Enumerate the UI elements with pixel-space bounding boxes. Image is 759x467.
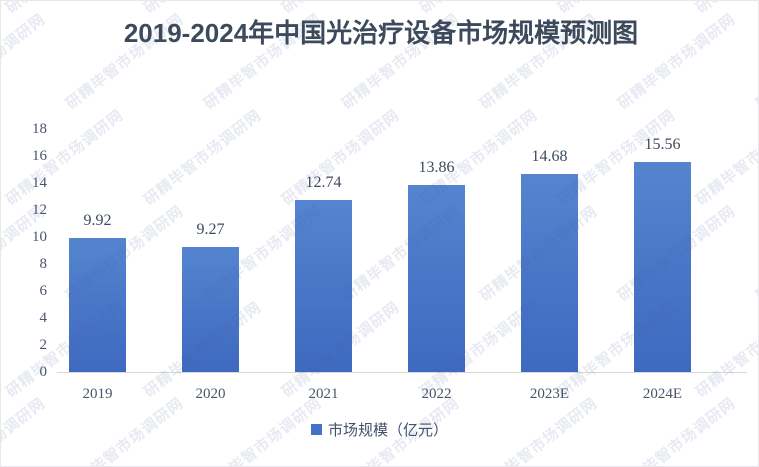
chart-legend: 市场规模（亿元） — [1, 419, 758, 440]
y-axis-tick-8: 8 — [39, 256, 48, 272]
x-axis-tick-2019: 2019 — [82, 386, 113, 402]
chart-title: 2019-2024年中国光治疗设备市场规模预测图 — [123, 18, 639, 48]
legend-swatch-icon — [310, 424, 322, 435]
bar-2020 — [182, 246, 239, 372]
bar-value-label-2020: 9.27 — [196, 220, 225, 238]
x-axis-line — [57, 372, 747, 373]
bar-value-label-2021: 12.74 — [305, 174, 342, 191]
bar-2024E — [634, 161, 691, 372]
y-axis-tick-6: 6 — [39, 283, 48, 299]
y-axis: 18 16 14 12 10 8 6 4 2 0 — [1, 1, 48, 466]
x-axis-tick-2023E: 2023E — [529, 386, 570, 402]
x-axis-tick-2021: 2021 — [308, 386, 339, 402]
y-axis-tick-10: 10 — [32, 229, 47, 245]
bar-2023E — [521, 173, 578, 372]
y-axis-tick-16: 16 — [32, 148, 47, 164]
y-axis-tick-4: 4 — [39, 310, 48, 326]
bar-2021 — [295, 200, 352, 372]
bar-value-label-2024E: 15.56 — [644, 135, 681, 153]
bar-value-label-2019: 9.92 — [83, 212, 112, 230]
x-axis-tick-2022: 2022 — [421, 386, 452, 402]
bar-2019 — [69, 238, 126, 372]
y-axis-tick-18: 18 — [32, 121, 47, 137]
y-axis-tick-12: 12 — [32, 202, 47, 218]
bar-2022 — [408, 184, 465, 372]
x-axis-tick-2020: 2020 — [195, 386, 226, 402]
bar-value-label-2023E: 14.68 — [531, 147, 568, 165]
legend-label: 市场规模（亿元） — [327, 422, 448, 439]
x-axis-tick-2024E: 2024E — [642, 386, 683, 402]
y-axis-tick-14: 14 — [32, 175, 47, 191]
y-axis-tick-0: 0 — [39, 364, 48, 380]
bar-value-label-2022: 13.86 — [418, 158, 455, 176]
y-axis-tick-2: 2 — [39, 337, 48, 353]
